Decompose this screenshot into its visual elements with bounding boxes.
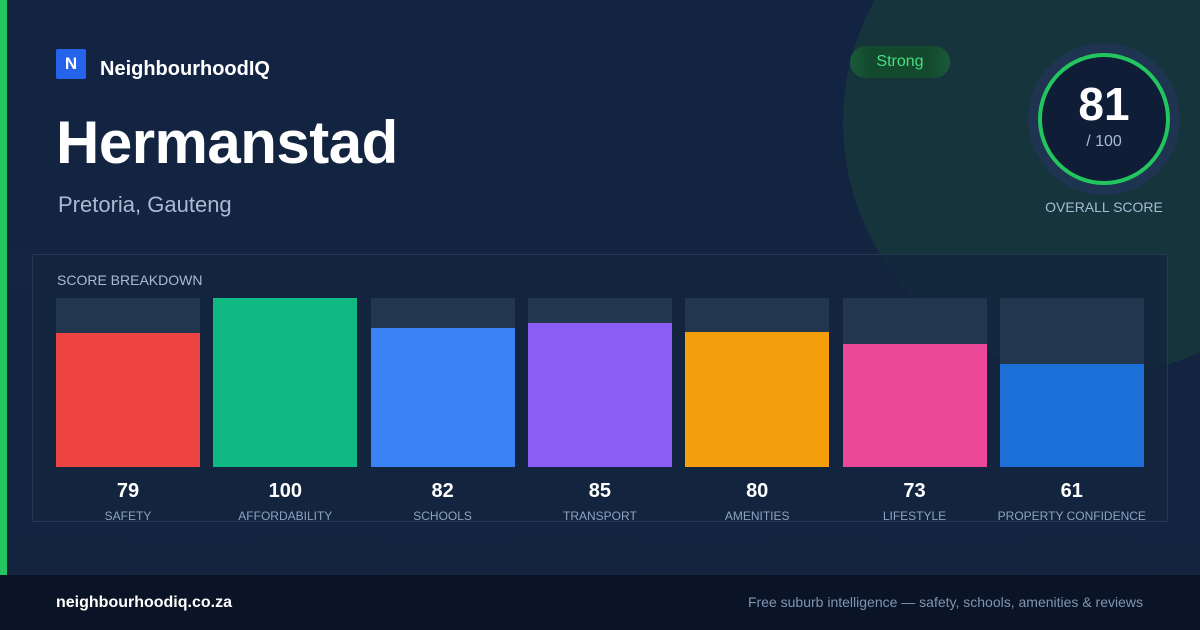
score-bar-label: SAFETY — [104, 509, 152, 523]
score-bar-label: TRANSPORT — [562, 509, 637, 523]
score-bar-fill — [999, 364, 1144, 467]
score-bar-schools: 82 SCHOOLS — [370, 298, 515, 528]
score-bar-value: 79 — [116, 480, 140, 502]
score-bar-fill — [685, 332, 830, 467]
score-bar-fill — [842, 344, 987, 467]
brand-name: NeighbourhoodIQ — [100, 58, 270, 80]
footer: neighbourhoodiq.co.za Free suburb intell… — [0, 575, 1200, 630]
overall-score-ring: 81 / 100 — [1028, 43, 1180, 195]
score-bar-label: AMENITIES — [724, 509, 790, 523]
suburb-name: Hermanstad — [56, 109, 398, 176]
overall-score-label: OVERALL SCORE — [1045, 199, 1163, 215]
score-bar-fill — [527, 323, 672, 467]
score-bar-transport: 85 TRANSPORT — [527, 298, 672, 528]
score-bar-property-confidence: 61 PROPERTY CONFIDENCE — [998, 298, 1146, 528]
score-bar-track — [999, 298, 1144, 467]
score-bar-amenities: 80 AMENITIES — [685, 298, 830, 528]
score-bar-lifestyle: 73 LIFESTYLE — [842, 298, 987, 528]
score-bar-affordability: 100 AFFORDABILITY — [213, 298, 358, 528]
score-bar-track — [213, 298, 358, 467]
footer-url[interactable]: neighbourhoodiq.co.za — [56, 594, 232, 611]
score-bar-label: AFFORDABILITY — [238, 509, 333, 523]
score-bar-label: PROPERTY CONFIDENCE — [997, 509, 1146, 523]
score-breakdown-title: SCORE BREAKDOWN — [57, 272, 203, 288]
rating-badge: Strong — [850, 46, 950, 78]
score-bar-fill — [56, 333, 200, 467]
score-bar-track — [685, 298, 830, 467]
score-bar-label: SCHOOLS — [413, 509, 472, 523]
rating-badge-label: Strong — [876, 53, 924, 70]
suburb-location: Pretoria, Gauteng — [58, 192, 232, 217]
score-bar-track — [56, 298, 200, 467]
score-bar-safety: 79 SAFETY — [56, 298, 200, 528]
score-bar-fill — [370, 328, 515, 467]
score-bar-value: 100 — [268, 480, 302, 502]
score-bar-value: 80 — [746, 480, 769, 502]
score-breakdown-panel: SCORE BREAKDOWN 79 SAFETY 100 AFFORDABILITY… — [32, 254, 1168, 523]
score-bar-label: LIFESTYLE — [882, 509, 947, 523]
overall-score-progress-ring — [1038, 53, 1170, 185]
score-bar-track — [527, 298, 672, 467]
score-bar-track — [842, 298, 987, 467]
score-bar-value: 82 — [431, 480, 454, 502]
accent-strip — [0, 0, 7, 575]
brand: N NeighbourhoodIQ — [56, 46, 270, 81]
footer-tagline: Free suburb intelligence — safety, schoo… — [747, 594, 1143, 610]
brand-logo-icon: N — [56, 48, 86, 79]
score-bar-fill — [213, 298, 358, 467]
score-bar-value: 61 — [1060, 480, 1083, 502]
overall-score-value: 81 — [1078, 78, 1130, 130]
score-bar-value: 73 — [903, 480, 926, 502]
overall-score-max: / 100 — [1086, 133, 1122, 150]
score-bar-value: 85 — [588, 480, 612, 502]
score-bar-track — [370, 298, 515, 467]
